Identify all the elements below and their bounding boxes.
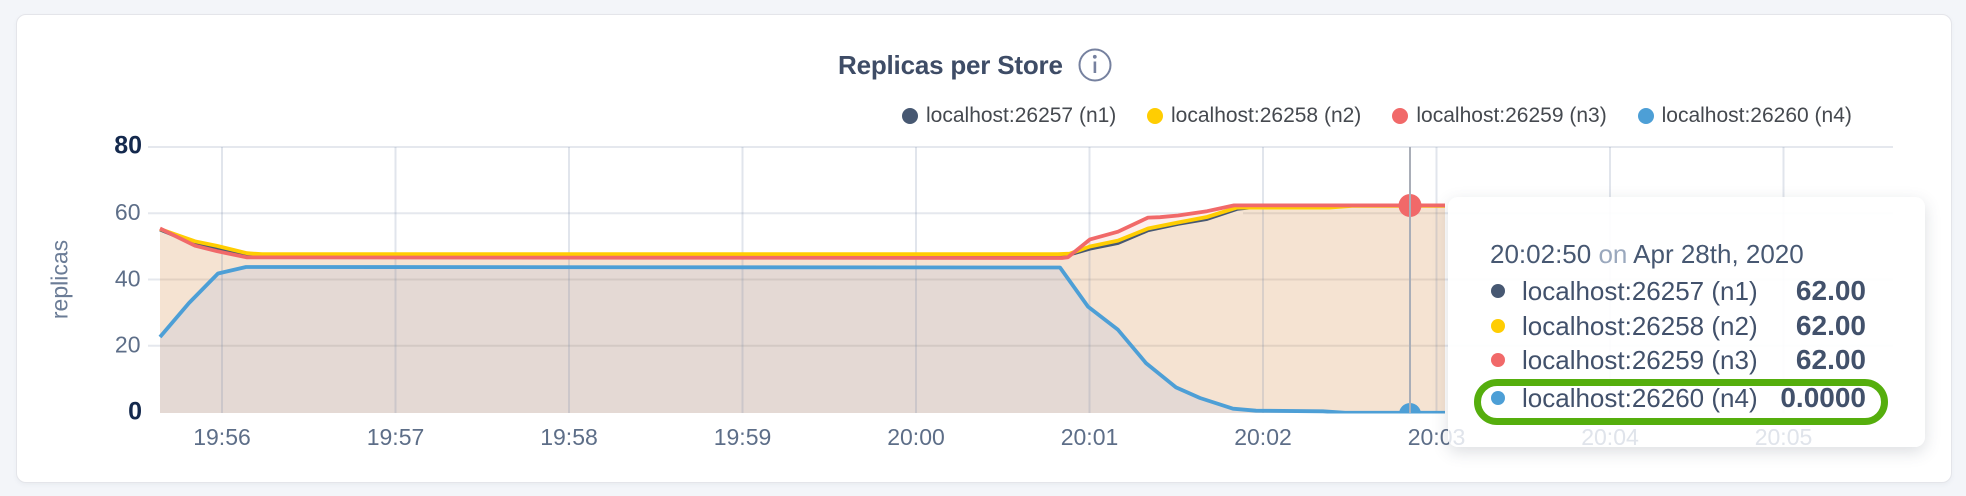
svg-text:19:56: 19:56 [193,424,251,450]
svg-text:20:02: 20:02 [1234,424,1292,450]
svg-text:40: 40 [115,265,141,291]
svg-text:20:00: 20:00 [887,424,945,450]
svg-text:20:01: 20:01 [1061,424,1119,450]
svg-text:60: 60 [115,199,141,225]
svg-text:0: 0 [128,398,142,426]
svg-text:19:58: 19:58 [540,424,598,450]
svg-text:19:57: 19:57 [367,424,425,450]
svg-text:replicas: replicas [47,240,73,319]
svg-text:19:59: 19:59 [714,424,772,450]
svg-text:20: 20 [115,332,141,358]
svg-text:80: 80 [114,132,142,160]
